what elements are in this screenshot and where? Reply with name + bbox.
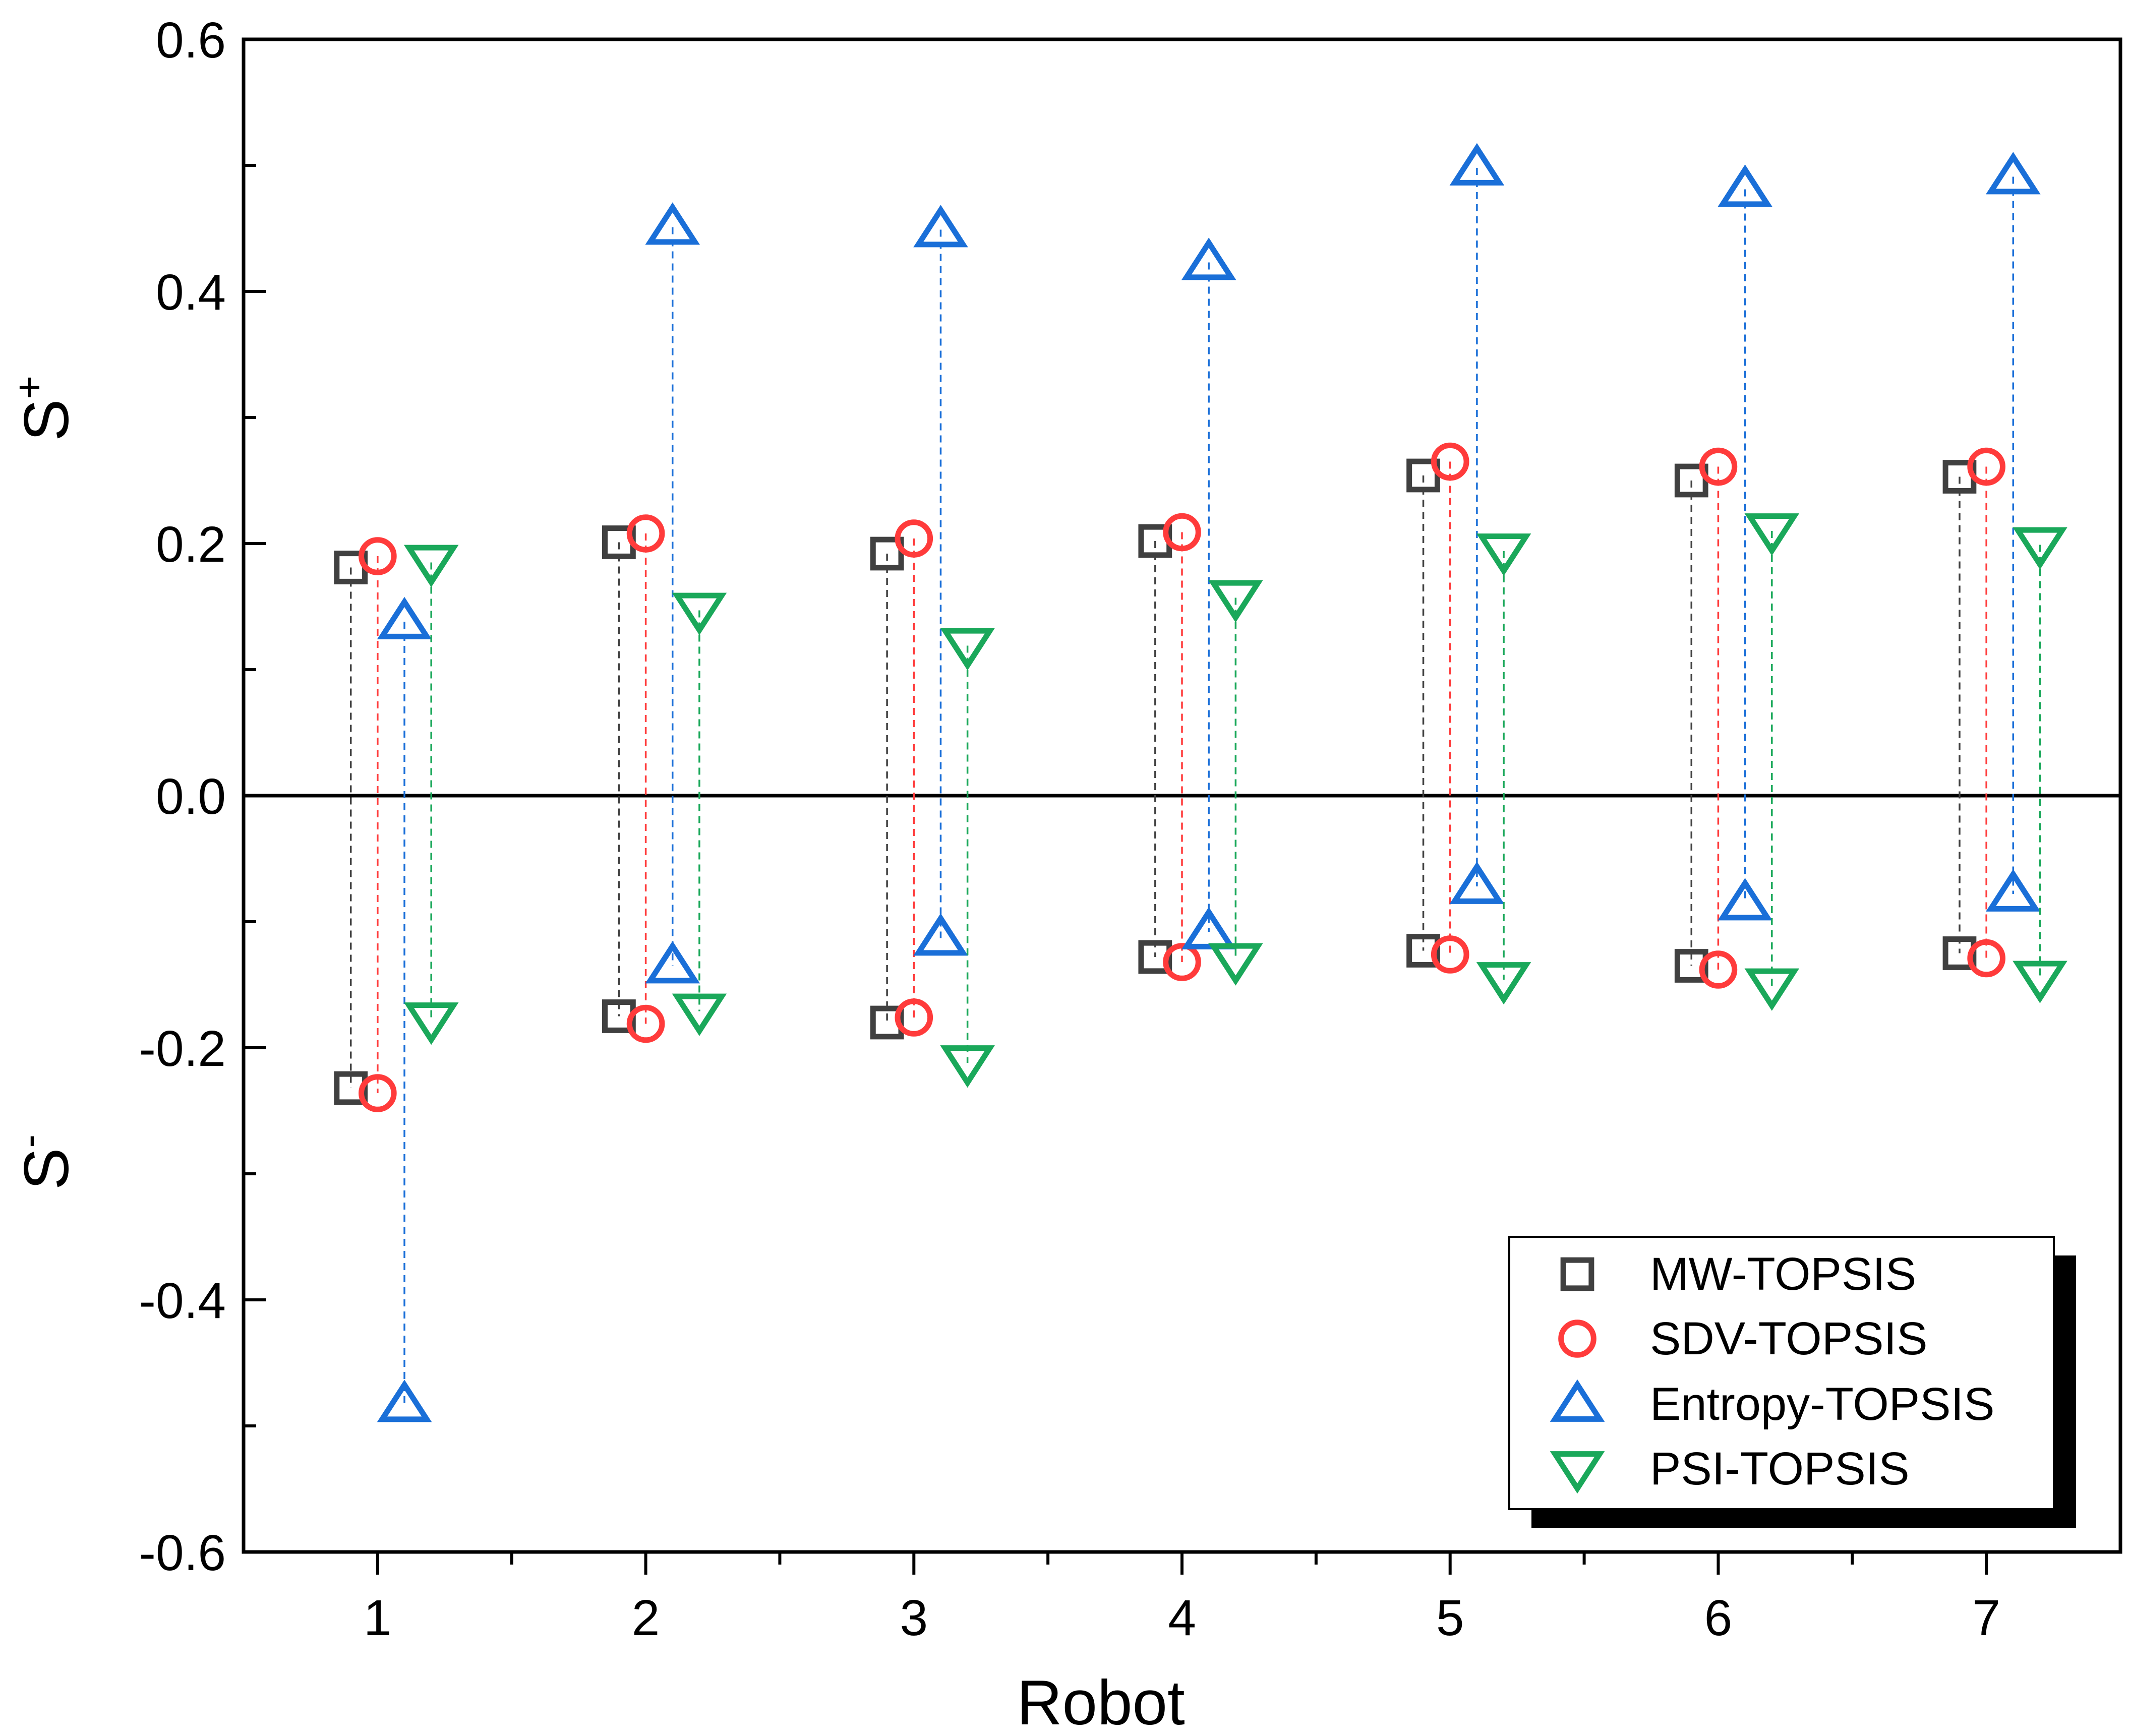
x-tick-label: 6	[1704, 1590, 1733, 1646]
x-tick-label: 1	[364, 1590, 392, 1646]
point-s-plus	[1181, 237, 1236, 280]
point-s-minus	[913, 913, 968, 956]
y-tick-label: -0.4	[139, 1273, 226, 1329]
y-tick-label: 0.0	[156, 768, 226, 825]
y-axis-title-lower: S-	[7, 1134, 82, 1190]
y-tick-label: 0.2	[156, 516, 226, 573]
point-s-plus	[645, 202, 700, 245]
y-axis-title-lower-sup: -	[7, 1134, 51, 1148]
point-s-plus	[1718, 164, 1772, 207]
point-s-plus	[913, 205, 968, 248]
point-s-minus	[672, 993, 727, 1036]
y-axis-title-lower-base: S	[12, 1148, 82, 1190]
point-s-plus	[403, 545, 459, 587]
x-tick-label: 4	[1168, 1590, 1196, 1646]
point-s-minus	[1163, 943, 1201, 981]
point-s-minus	[895, 998, 933, 1037]
y-axis-title-upper: S+	[7, 376, 82, 441]
point-s-minus	[377, 1380, 432, 1422]
y-tick-label: 0.4	[156, 264, 226, 321]
point-s-minus	[1967, 939, 2005, 978]
x-tick-label: 7	[1972, 1590, 2000, 1646]
legend-marker	[1558, 1320, 1596, 1358]
point-s-minus	[1431, 935, 1469, 974]
point-s-plus	[1449, 143, 1505, 186]
y-tick-label: 0.6	[156, 12, 226, 69]
point-s-plus	[1967, 447, 2005, 486]
y-axis-title-upper-sup: +	[7, 376, 51, 399]
point-s-plus	[940, 628, 995, 671]
x-axis-title: Robot	[1017, 1668, 1185, 1736]
legend-label-mw-topsis: MW-TOPSIS	[1650, 1248, 1916, 1300]
plot-frame	[242, 37, 2122, 1554]
point-s-plus	[895, 519, 933, 558]
point-s-plus	[1744, 513, 1800, 556]
legend-markers	[1550, 1257, 1605, 1494]
point-s-minus	[645, 941, 700, 984]
y-axis-title-upper-base: S	[12, 399, 82, 441]
point-s-plus	[1431, 442, 1469, 481]
series-psi-topsis	[403, 513, 2067, 1088]
point-s-minus	[359, 1074, 397, 1112]
legend-label-psi-topsis: PSI-TOPSIS	[1650, 1443, 1910, 1494]
series-layer	[334, 143, 2067, 1422]
point-s-plus	[672, 592, 727, 635]
point-s-plus	[1163, 513, 1201, 552]
point-s-minus	[2013, 961, 2067, 1003]
point-s-minus	[1699, 950, 1738, 989]
point-s-plus	[870, 536, 904, 571]
point-s-minus	[1181, 907, 1236, 949]
x-tick-label: 3	[900, 1590, 928, 1646]
point-s-minus	[1986, 869, 2041, 912]
point-s-plus	[377, 596, 432, 639]
legend-label-entropy-topsis: Entropy-TOPSIS	[1650, 1379, 1994, 1430]
x-axis: 1 2 3 4 5 6 7	[364, 1552, 2000, 1646]
point-s-plus	[1986, 152, 2041, 195]
point-s-plus	[626, 514, 665, 553]
series-entropy-topsis	[377, 143, 2041, 1422]
legend: MW-TOPSIS SDV-TOPSIS Entropy-TOPSIS PSI-…	[1508, 1236, 2076, 1528]
legend-marker	[1560, 1257, 1594, 1291]
y-axis: -0.6 -0.4 -0.2 0.0 0.2 0.4 0.6	[139, 12, 266, 1581]
point-s-minus	[1476, 962, 1531, 1005]
point-s-plus	[1208, 580, 1263, 623]
x-tick-label: 5	[1436, 1590, 1464, 1646]
point-s-minus	[940, 1045, 995, 1088]
legend-marker	[1550, 1379, 1605, 1422]
legend-marker	[1550, 1451, 1605, 1494]
y-tick-label: -0.2	[139, 1021, 226, 1077]
series-sdv-topsis	[359, 442, 2005, 1112]
x-tick-label: 2	[632, 1590, 660, 1646]
point-s-minus	[403, 1002, 459, 1045]
point-s-minus	[1449, 861, 1505, 904]
point-s-minus	[626, 1004, 665, 1043]
point-s-minus	[1744, 968, 1800, 1011]
point-s-minus	[1674, 949, 1708, 983]
point-s-minus	[1406, 934, 1440, 968]
point-s-plus	[359, 537, 397, 575]
point-s-minus	[1208, 943, 1263, 986]
legend-label-sdv-topsis: SDV-TOPSIS	[1650, 1313, 1927, 1364]
point-s-plus	[1699, 447, 1738, 486]
legend-box	[1508, 1236, 2055, 1510]
y-tick-label: -0.6	[139, 1525, 226, 1581]
point-s-plus	[1476, 533, 1531, 576]
point-s-minus	[1718, 878, 1772, 921]
point-s-plus	[2013, 527, 2067, 570]
